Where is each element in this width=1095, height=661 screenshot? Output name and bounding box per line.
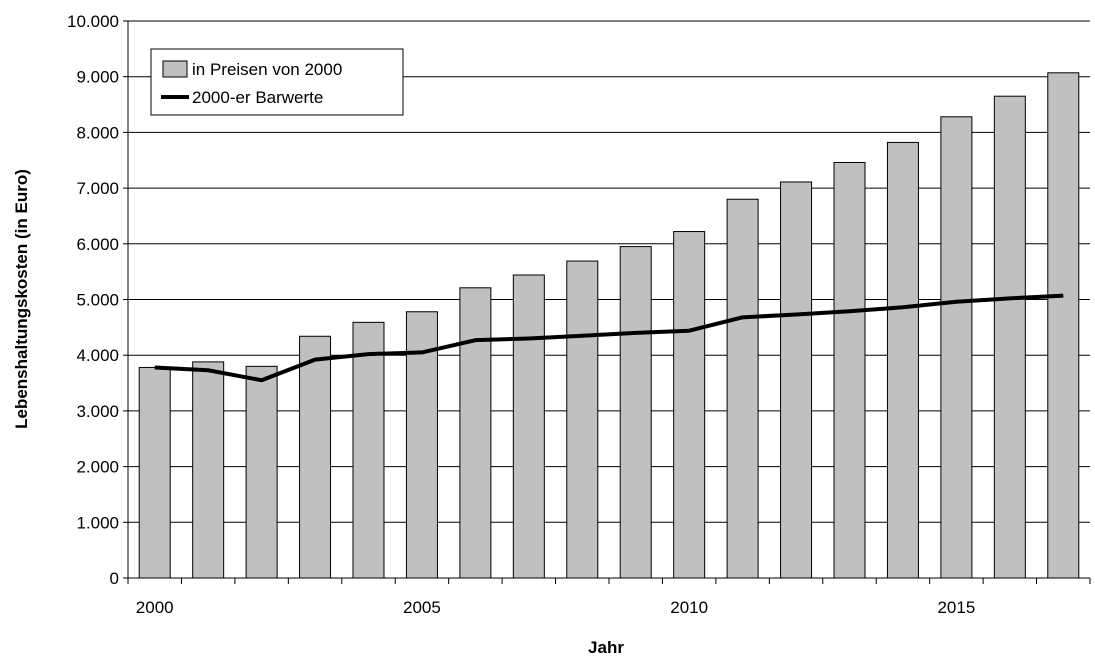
y-tick-label: 9.000 (76, 68, 119, 87)
y-tick-label: 3.000 (76, 402, 119, 421)
bar (726, 198, 759, 579)
bar (673, 231, 706, 579)
legend-label-line: 2000-er Barwerte (192, 88, 323, 107)
bar (405, 311, 438, 579)
y-tick-label: 2.000 (76, 458, 119, 477)
axes (123, 20, 1091, 584)
bar (459, 287, 492, 579)
legend-label-bars: in Preisen von 2000 (192, 60, 342, 79)
bar (886, 141, 919, 579)
bar (1047, 72, 1080, 579)
bar-series (138, 72, 1080, 579)
bar (780, 181, 813, 579)
y-tick-label: 6.000 (76, 235, 119, 254)
y-tick-label: 4.000 (76, 346, 119, 365)
line-path (154, 293, 1064, 383)
x-tick-labels: 2000 2005 2010 2015 (136, 598, 975, 617)
y-tick-label: 8.000 (76, 123, 119, 142)
x-axis-title: Jahr (588, 638, 624, 657)
line-series (154, 293, 1064, 383)
bar (192, 361, 225, 579)
bar (245, 365, 278, 579)
legend-box (150, 48, 404, 116)
x-tick-label: 2010 (670, 598, 708, 617)
y-axis-title: Lebenshaltungskosten (in Euro) (12, 169, 31, 429)
legend-bar-swatch (162, 60, 188, 78)
y-tick-label: 10.000 (67, 12, 119, 31)
bar (833, 161, 866, 579)
legend: in Preisen von 2000 2000-er Barwerte (150, 48, 404, 116)
bar (619, 246, 652, 579)
bar (512, 274, 545, 579)
bar (566, 260, 599, 579)
bar (138, 366, 171, 579)
y-tick-labels: 0 1.000 2.000 3.000 4.000 5.000 6.000 7.000 8.00… (67, 12, 119, 588)
gridlines (128, 20, 1090, 523)
y-tick-label: 0 (110, 569, 119, 588)
bar (352, 321, 385, 579)
bar (940, 116, 973, 579)
bar (993, 95, 1026, 579)
y-tick-label: 1.000 (76, 513, 119, 532)
y-tick-label: 7.000 (76, 179, 119, 198)
x-tick-label: 2015 (937, 598, 975, 617)
x-tick-label: 2000 (136, 598, 174, 617)
bar (299, 335, 332, 579)
y-tick-label: 5.000 (76, 291, 119, 310)
x-tick-label: 2005 (403, 598, 441, 617)
